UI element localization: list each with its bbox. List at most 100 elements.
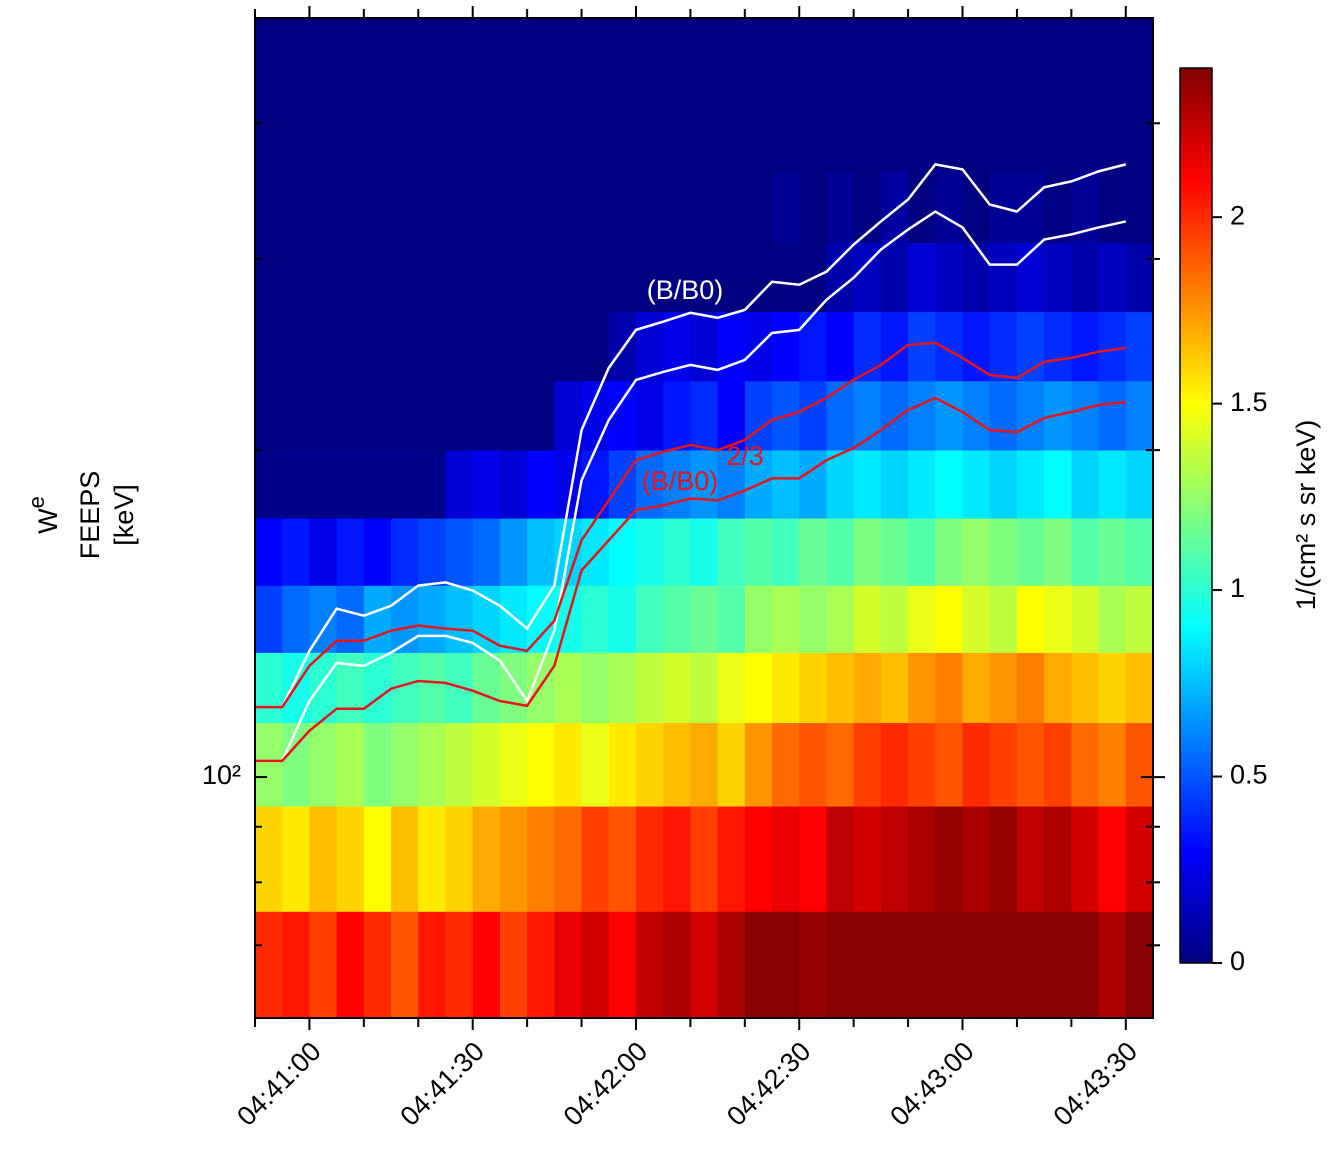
cell (445, 171, 474, 244)
cell (772, 311, 800, 382)
cell (717, 911, 746, 1019)
cell (908, 311, 936, 382)
cell (717, 652, 746, 724)
cell (1016, 722, 1045, 807)
colorbar-tick-label: 1.5 (1230, 387, 1268, 417)
cell (499, 450, 528, 519)
profile-line (255, 341, 1126, 709)
cell (527, 311, 555, 382)
cell (717, 722, 746, 807)
cell (309, 242, 338, 313)
cell (1125, 171, 1154, 244)
cell (690, 911, 719, 1019)
cell (880, 585, 909, 653)
cell (826, 311, 855, 382)
cell (581, 722, 610, 807)
overlay-lines: (B/B0)(B/B0)2/3 (255, 162, 1127, 763)
cell (363, 911, 392, 1019)
heatmap (255, 18, 1154, 1019)
cell (826, 18, 855, 172)
cell (935, 171, 964, 244)
cell (799, 311, 827, 382)
cell (418, 585, 446, 653)
cell (336, 911, 365, 1019)
cell (772, 518, 800, 586)
y-label-sub: e (24, 496, 49, 508)
cell (581, 806, 610, 912)
cell (581, 518, 610, 586)
y-label-line3: [keV] (109, 484, 139, 546)
cell (472, 652, 501, 724)
cell (717, 585, 746, 653)
cell (908, 911, 936, 1019)
cell (472, 518, 501, 586)
cell (853, 171, 882, 244)
cell (472, 380, 501, 451)
cell (935, 518, 964, 586)
cell (690, 171, 719, 244)
cell (1098, 911, 1127, 1019)
cell (581, 242, 610, 313)
cell (989, 380, 1018, 451)
cell (418, 806, 446, 912)
annotation-superscript: 2/3 (726, 441, 764, 471)
cell (772, 911, 800, 1019)
cell (255, 311, 283, 382)
cell (880, 806, 909, 912)
cell (1125, 450, 1154, 519)
cell (445, 518, 474, 586)
cell (663, 380, 691, 451)
cell (1044, 450, 1072, 519)
cell (336, 311, 365, 382)
cell (635, 18, 664, 172)
cell (772, 806, 800, 912)
cell (772, 722, 800, 807)
cell (336, 171, 365, 244)
cell (880, 722, 909, 807)
cell (1016, 518, 1045, 586)
cell (799, 652, 827, 724)
cell (826, 242, 855, 313)
cell (527, 806, 555, 912)
cell (908, 585, 936, 653)
cell (336, 585, 365, 653)
cell (962, 18, 991, 172)
cell (690, 722, 719, 807)
plot-frame (254, 17, 1154, 1019)
cell (608, 585, 637, 653)
cell (1071, 311, 1100, 382)
cell (744, 380, 773, 451)
cell (255, 450, 283, 519)
cell (282, 18, 310, 172)
cell (363, 585, 392, 653)
cell (880, 380, 909, 451)
cell (1044, 585, 1072, 653)
cell (717, 242, 746, 313)
y-label: We (24, 496, 63, 534)
cell (880, 518, 909, 586)
cell (391, 450, 419, 519)
cell (962, 911, 991, 1019)
cell (1044, 518, 1072, 586)
cell (581, 911, 610, 1019)
cell (663, 652, 691, 724)
cell (880, 450, 909, 519)
cell (690, 585, 719, 653)
cell (935, 380, 964, 451)
cell (418, 311, 446, 382)
cell (989, 722, 1018, 807)
cell (962, 242, 991, 313)
colorbar-tick-label: 0.5 (1230, 760, 1268, 790)
cell (989, 450, 1018, 519)
x-tick-label: 04:41:00 (231, 1036, 327, 1132)
cell (826, 450, 855, 519)
cell (853, 585, 882, 653)
cell (717, 171, 746, 244)
cell (1071, 18, 1100, 172)
cell (635, 722, 664, 807)
cell (744, 806, 773, 912)
cell (554, 380, 583, 451)
cell (962, 652, 991, 724)
cell (880, 242, 909, 313)
